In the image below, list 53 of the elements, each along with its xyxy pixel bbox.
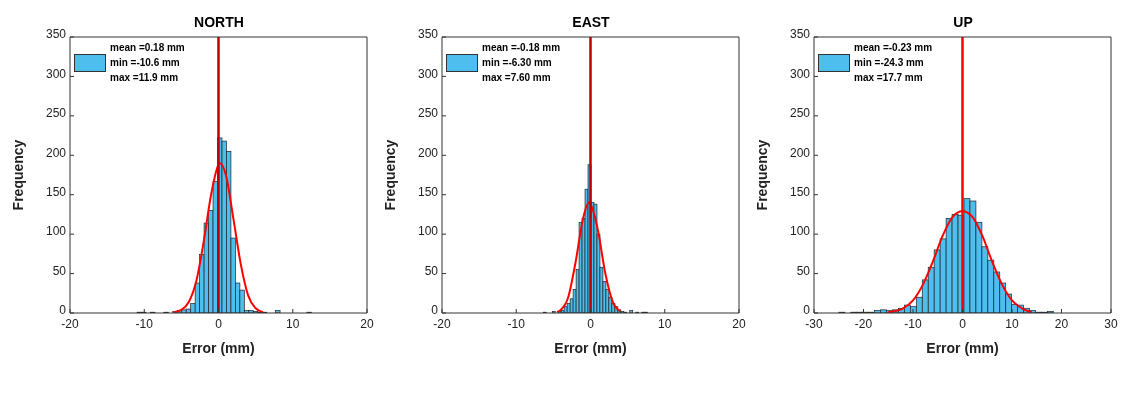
y-tick-label: 50 xyxy=(52,263,67,278)
y-tick-label: 300 xyxy=(45,66,67,81)
y-tick-label: 200 xyxy=(789,145,811,160)
y-tick-label: 0 xyxy=(431,303,439,318)
y-tick-label: 250 xyxy=(45,106,67,121)
y-axis-title: Frequency xyxy=(753,139,770,211)
y-tick-label: 150 xyxy=(417,184,439,199)
legend-label: mean =-0.23 mm min =-24.3 mm max =17.7 mm xyxy=(854,41,933,85)
chart-title: UP xyxy=(952,14,974,30)
x-tick-label: 10 xyxy=(1005,316,1019,331)
legend-label: mean =-0.18 mm min =-6.30 mm max =7.60 mm xyxy=(482,41,561,85)
x-tick-label: -20 xyxy=(433,316,451,331)
x-tick-label: 0 xyxy=(215,316,223,331)
y-tick-label: 0 xyxy=(803,303,811,318)
x-tick-label: -10 xyxy=(904,316,922,331)
x-tick-label: 20 xyxy=(360,316,374,331)
y-tick-label: 50 xyxy=(796,263,811,278)
y-tick-label: 300 xyxy=(789,66,811,81)
x-tick-label: -10 xyxy=(135,316,154,331)
x-tick-label: 0 xyxy=(959,316,967,331)
y-tick-label: 350 xyxy=(417,27,439,42)
x-axis-title: Error (mm) xyxy=(926,340,999,356)
y-axis-title: Frequency xyxy=(381,139,398,211)
x-tick-label: 20 xyxy=(1054,316,1069,331)
y-tick-label: 100 xyxy=(789,224,811,239)
x-tick-label: -20 xyxy=(854,316,873,331)
chart-title: NORTH xyxy=(193,14,245,30)
x-tick-label: -10 xyxy=(507,316,526,331)
x-axis-title: Error (mm) xyxy=(554,340,627,356)
x-axis-title: Error (mm) xyxy=(182,340,255,356)
y-tick-label: 250 xyxy=(417,106,439,121)
y-tick-label: 200 xyxy=(45,145,67,160)
y-tick-label: 50 xyxy=(424,263,439,278)
x-tick-label: 10 xyxy=(286,316,300,331)
y-tick-label: 350 xyxy=(45,27,67,42)
chart-title: EAST xyxy=(571,14,611,30)
y-tick-label: 100 xyxy=(417,224,439,239)
y-tick-label: 150 xyxy=(789,184,811,199)
x-tick-label: -20 xyxy=(61,316,79,331)
y-tick-label: 150 xyxy=(45,184,67,199)
y-axis-title: Frequency xyxy=(9,139,26,211)
x-tick-label: 10 xyxy=(658,316,672,331)
y-tick-label: 0 xyxy=(59,303,67,318)
y-tick-label: 300 xyxy=(417,66,439,81)
x-tick-label: -30 xyxy=(805,316,823,331)
y-tick-label: 100 xyxy=(45,224,67,239)
x-tick-label: 20 xyxy=(732,316,746,331)
x-tick-label: 30 xyxy=(1104,316,1118,331)
y-tick-label: 350 xyxy=(789,27,811,42)
y-tick-label: 250 xyxy=(789,106,811,121)
legend-label: mean =0.18 mm min =-10.6 mm max =11.9 mm xyxy=(110,41,185,85)
y-tick-label: 200 xyxy=(417,145,439,160)
x-tick-label: 0 xyxy=(587,316,595,331)
